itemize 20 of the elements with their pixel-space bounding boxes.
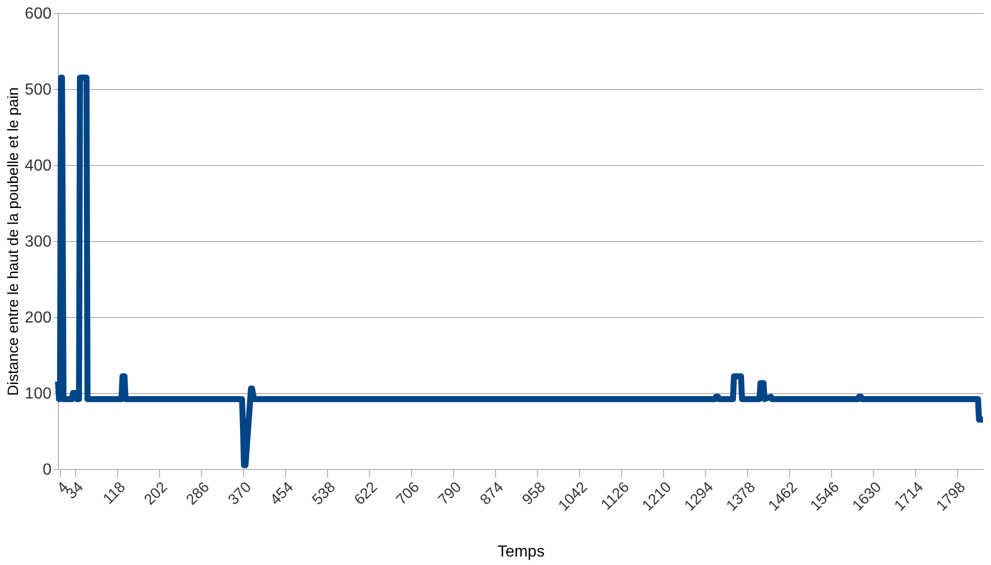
x-tick-label: 706 xyxy=(393,478,423,509)
x-tick-label: 622 xyxy=(351,478,381,509)
x-tick-label: 286 xyxy=(183,478,213,509)
y-tick-label: 100 xyxy=(24,386,52,402)
x-tick-label: 202 xyxy=(141,478,171,509)
x-tick-label: 454 xyxy=(267,478,297,509)
y-tick-label: 300 xyxy=(24,234,52,250)
y-tick-label: 600 xyxy=(24,6,52,22)
x-tick-label: 790 xyxy=(435,478,465,509)
y-tick-label: 400 xyxy=(24,158,52,174)
y-tick-label: 500 xyxy=(24,82,52,98)
x-axis-title: Temps xyxy=(497,544,545,561)
x-tick-label: 118 xyxy=(100,478,129,508)
x-tick-label: 538 xyxy=(309,478,339,509)
x-tick-label: 958 xyxy=(519,478,549,509)
x-tick-label: 370 xyxy=(225,478,255,509)
y-tick-label: 0 xyxy=(42,462,52,478)
y-tick-label: 200 xyxy=(24,310,52,326)
x-tick-label: 874 xyxy=(477,478,507,509)
y-axis-title: Distance entre le haut de la poubelle et le pain xyxy=(4,87,22,396)
